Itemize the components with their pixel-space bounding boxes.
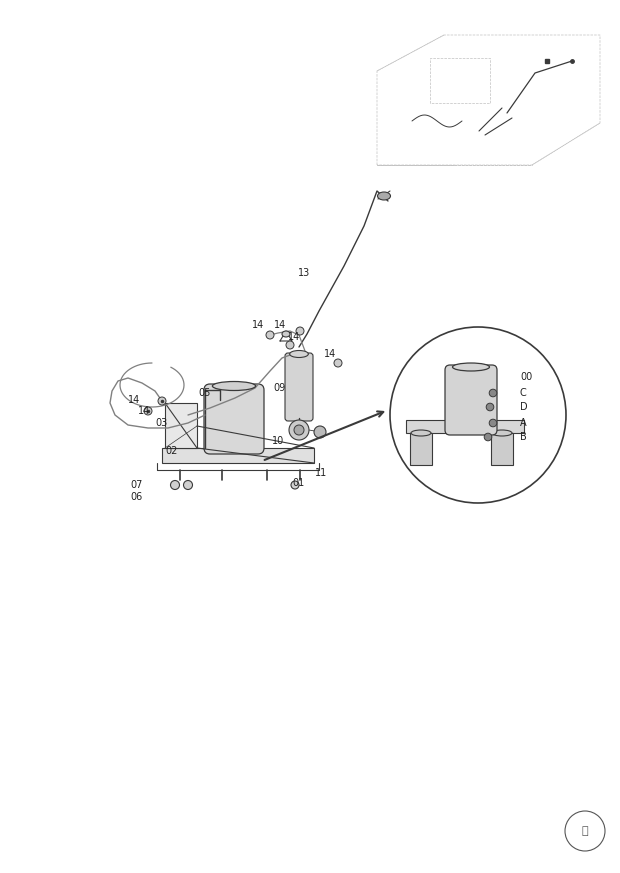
Ellipse shape [282, 331, 290, 337]
Circle shape [170, 480, 180, 490]
Circle shape [144, 407, 152, 415]
Circle shape [286, 341, 294, 349]
Circle shape [390, 327, 566, 503]
FancyBboxPatch shape [491, 433, 513, 465]
Circle shape [294, 425, 304, 435]
Circle shape [289, 420, 309, 440]
Ellipse shape [213, 382, 255, 390]
Text: 03: 03 [155, 418, 167, 428]
Circle shape [489, 389, 497, 397]
Text: C: C [520, 388, 527, 398]
Ellipse shape [453, 363, 489, 371]
Circle shape [184, 480, 192, 490]
Text: 07: 07 [130, 480, 143, 490]
Text: 13: 13 [298, 268, 310, 278]
Circle shape [296, 327, 304, 335]
Text: 14: 14 [138, 406, 150, 416]
FancyBboxPatch shape [165, 403, 197, 448]
Ellipse shape [290, 350, 308, 358]
Text: 01: 01 [292, 478, 304, 488]
FancyBboxPatch shape [410, 433, 432, 465]
Text: Ⓣ: Ⓣ [582, 826, 588, 836]
Ellipse shape [378, 192, 391, 200]
Circle shape [565, 811, 605, 851]
Text: 14: 14 [288, 332, 300, 342]
Text: D: D [520, 402, 528, 412]
Text: A: A [520, 418, 526, 428]
Circle shape [266, 331, 274, 339]
Text: 10: 10 [272, 436, 284, 446]
FancyBboxPatch shape [204, 384, 264, 454]
Circle shape [486, 403, 494, 411]
Text: 02: 02 [165, 446, 177, 456]
Text: 14: 14 [324, 349, 336, 359]
FancyBboxPatch shape [162, 448, 314, 463]
Text: 05: 05 [198, 388, 210, 398]
FancyBboxPatch shape [406, 420, 524, 433]
FancyBboxPatch shape [285, 353, 313, 421]
Ellipse shape [411, 430, 431, 436]
Text: 14: 14 [128, 395, 140, 405]
Text: 14: 14 [252, 320, 264, 330]
Text: 06: 06 [130, 492, 142, 502]
Circle shape [334, 359, 342, 367]
Circle shape [158, 397, 166, 405]
Circle shape [314, 426, 326, 438]
Circle shape [489, 419, 497, 427]
Text: 09: 09 [273, 383, 285, 393]
Text: 00: 00 [520, 372, 532, 382]
Text: 14: 14 [274, 320, 286, 330]
Text: B: B [520, 432, 527, 442]
Circle shape [291, 481, 299, 489]
Circle shape [484, 433, 492, 441]
FancyBboxPatch shape [445, 365, 497, 435]
Ellipse shape [492, 430, 512, 436]
Text: 11: 11 [315, 468, 327, 478]
